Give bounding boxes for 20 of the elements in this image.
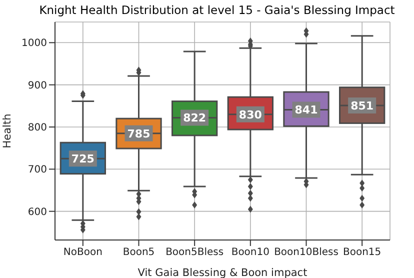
y-tick-label: 900 [28,80,47,92]
y-tick-label: 800 [28,122,47,134]
y-tick-label: 700 [28,164,47,176]
y-tick-label: 600 [28,206,47,218]
x-tick-label: Boon10Bless [274,247,338,258]
text: 851 [350,99,374,112]
text: 830 [238,108,262,122]
x-tick-label: Boon10 [231,247,270,258]
x-tick-label: Boon5 [122,247,155,258]
x-tick-label: Boon5Bless [166,247,224,258]
text: 785 [127,127,150,140]
text: 725 [71,152,94,166]
chart-title: Knight Health Distribution at level 15 - Gaia's Blessing Impact [38,3,396,17]
x-axis-title: Vit Gaia Blessing & Boon impact [138,267,308,278]
y-axis-title: Health [2,114,14,148]
y-tick-label: 1000 [22,38,47,50]
text: 841 [294,104,318,117]
x-tick-label: NoBoon [63,247,102,258]
x-tick-label: Boon15 [342,247,382,258]
text: 822 [183,112,206,125]
